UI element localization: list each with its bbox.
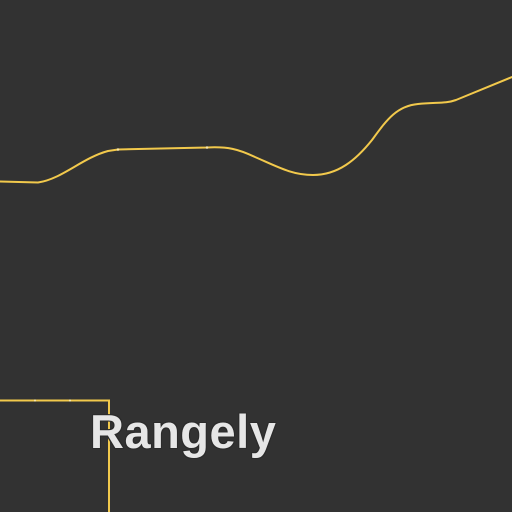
highway-road (0, 76, 512, 184)
boundary-node (68, 399, 72, 402)
boundary-node (33, 399, 37, 402)
town-boundary (0, 399, 110, 512)
road-node (116, 148, 120, 151)
place-label-rangely[interactable]: Rangely (90, 405, 277, 458)
road-node (205, 146, 209, 149)
